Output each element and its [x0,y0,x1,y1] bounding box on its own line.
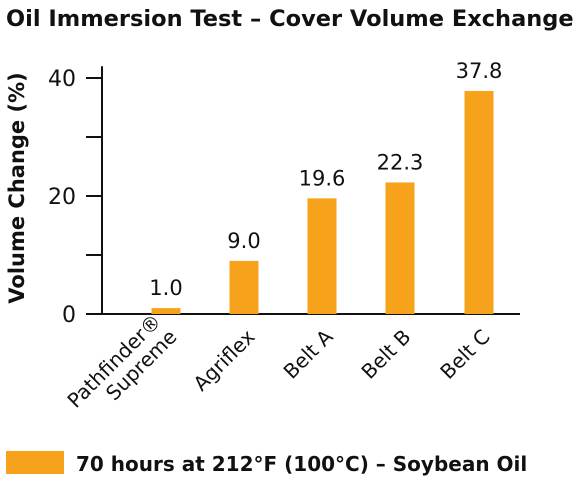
y-tick-label: 0 [62,303,76,328]
axes: 0 20 40 [48,66,520,328]
x-tick-label-line: Belt A [279,324,338,383]
legend-label: 70 hours at 212°F (100°C) – Soybean Oil [76,452,527,476]
legend-swatch [6,451,64,474]
x-tick-label-line: Belt C [435,325,494,384]
bar [307,198,337,314]
bar [385,182,415,314]
value-labels: 1.0 9.0 19.6 22.3 37.8 [149,59,502,300]
chart-title: Oil Immersion Test – Cover Volume Exchan… [6,6,573,32]
x-tick-label: Belt C [435,325,494,384]
y-tick-label: 20 [48,185,76,210]
x-tick-label: Belt A [279,324,338,383]
bar [151,308,181,314]
x-tick-label: Belt B [356,325,415,384]
bars [151,90,494,314]
bar-value-label: 9.0 [227,229,260,253]
bar-value-label: 1.0 [149,276,182,300]
x-tick-label: Pathfinder®Supreme [62,309,181,428]
y-axis-label: Volume Change (%) [5,72,29,303]
bar [229,260,259,314]
bar-value-label: 37.8 [456,59,503,83]
y-tick-label: 40 [48,67,76,92]
legend: 70 hours at 212°F (100°C) – Soybean Oil [6,451,527,476]
bar [464,90,494,314]
x-tick-label: Agriflex [188,324,259,395]
bar-value-label: 22.3 [377,150,424,174]
x-tick-label-line: Agriflex [188,324,259,395]
x-tick-label-line: Belt B [356,325,415,384]
bar-value-label: 19.6 [299,166,346,190]
category-labels: Pathfinder®Supreme Agriflex Belt A Belt B Be… [62,309,494,428]
